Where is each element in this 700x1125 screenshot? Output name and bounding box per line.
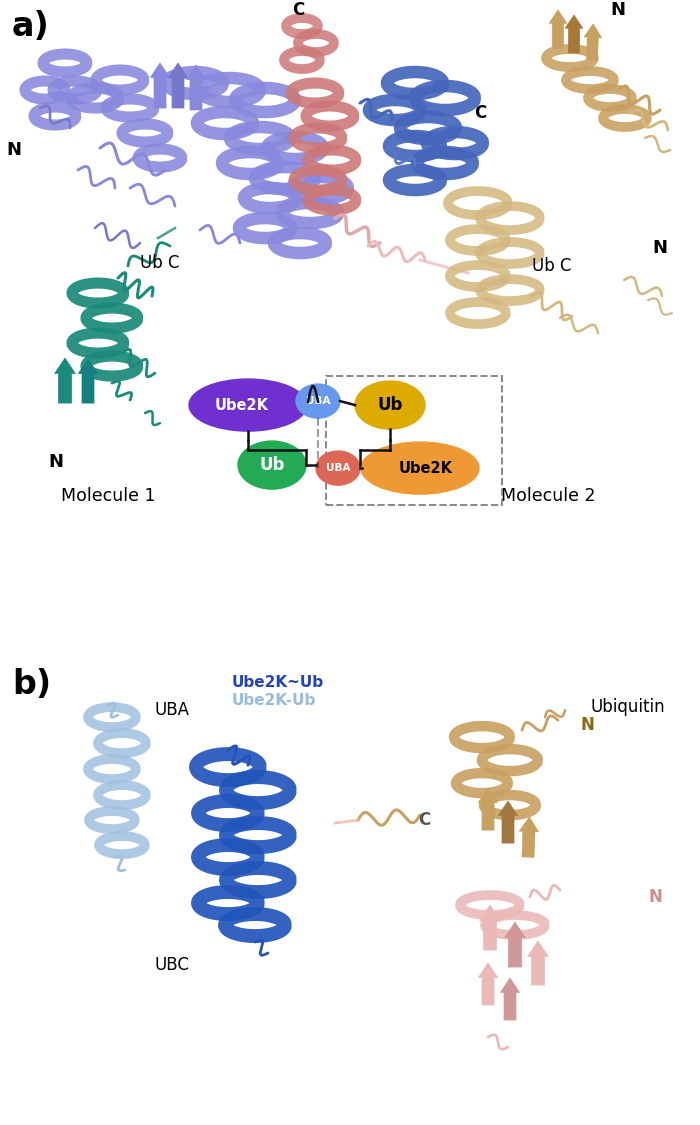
Ellipse shape: [238, 441, 306, 489]
FancyArrow shape: [498, 801, 517, 843]
Ellipse shape: [296, 384, 340, 418]
Text: N: N: [648, 888, 662, 906]
Text: C: C: [418, 811, 430, 829]
Ellipse shape: [189, 379, 307, 431]
Text: Ube2K-Ub: Ube2K-Ub: [232, 693, 316, 708]
FancyArrow shape: [186, 65, 206, 110]
Text: Ub C: Ub C: [140, 254, 180, 272]
Ellipse shape: [316, 451, 360, 485]
FancyArrow shape: [478, 963, 498, 1005]
Text: b): b): [12, 668, 51, 701]
Text: Ub C: Ub C: [532, 256, 572, 274]
FancyArrow shape: [565, 15, 583, 53]
Text: C: C: [474, 104, 486, 122]
Text: Ubiquitin: Ubiquitin: [590, 699, 664, 717]
Text: UBC: UBC: [155, 956, 190, 974]
FancyArrow shape: [478, 789, 498, 830]
FancyArrow shape: [584, 24, 601, 61]
FancyBboxPatch shape: [326, 376, 502, 505]
FancyArrow shape: [55, 358, 76, 403]
FancyArrow shape: [500, 978, 519, 1020]
FancyArrow shape: [150, 63, 169, 108]
FancyArrow shape: [505, 922, 526, 968]
Text: Ube2K~Ub: Ube2K~Ub: [232, 675, 324, 690]
Text: N: N: [610, 1, 626, 19]
Text: UBA: UBA: [326, 464, 350, 474]
Text: N: N: [652, 238, 668, 256]
FancyArrow shape: [169, 63, 188, 108]
Text: Ube2K: Ube2K: [215, 397, 269, 413]
Text: N: N: [580, 717, 594, 735]
Text: a): a): [12, 10, 50, 43]
FancyArrow shape: [550, 10, 567, 48]
Text: N: N: [48, 453, 64, 471]
Text: Ube2K: Ube2K: [399, 460, 453, 476]
Text: Ub: Ub: [377, 396, 402, 414]
Ellipse shape: [361, 442, 479, 494]
Text: N: N: [6, 141, 22, 159]
Ellipse shape: [355, 381, 425, 429]
Text: Ub: Ub: [259, 456, 285, 474]
Text: Molecule 1: Molecule 1: [61, 487, 155, 505]
FancyArrow shape: [480, 904, 500, 949]
FancyArrow shape: [78, 359, 97, 403]
FancyArrow shape: [519, 817, 538, 857]
Text: C: C: [292, 1, 304, 19]
Text: UBA: UBA: [306, 396, 330, 406]
Text: Molecule 2: Molecule 2: [500, 487, 595, 505]
FancyArrow shape: [528, 940, 548, 986]
Text: UBA: UBA: [155, 701, 190, 719]
